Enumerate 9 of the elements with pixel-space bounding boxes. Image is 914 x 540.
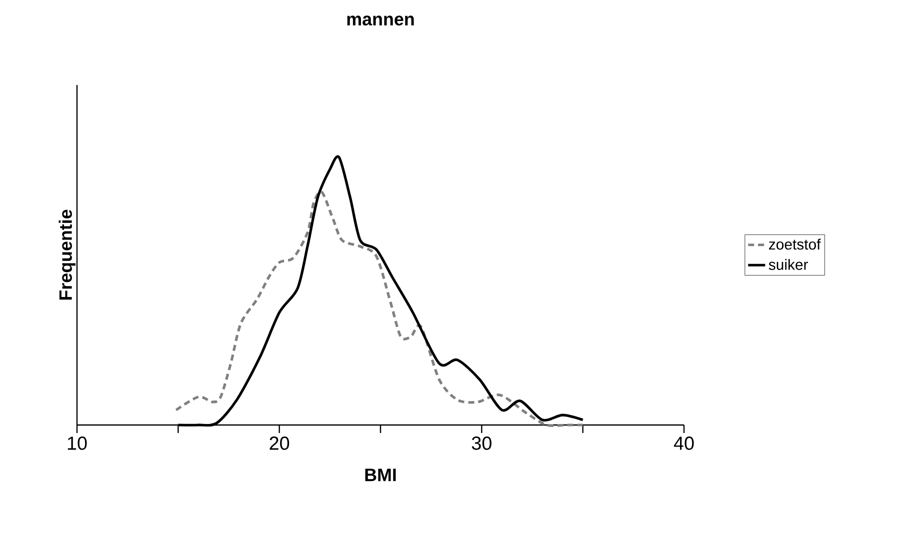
x-tick-label: 30	[472, 436, 492, 450]
x-axis-title: BMI	[365, 468, 396, 482]
x-tick-label: 10	[68, 436, 87, 450]
x-tick-label: 20	[270, 436, 290, 450]
chart-title: mannen	[347, 16, 414, 26]
legend-label: suiker	[768, 258, 808, 270]
y-axis-title: Frequentie	[58, 210, 76, 300]
legend-label: zoetstof	[769, 238, 821, 250]
x-tick-label: 40	[674, 436, 694, 450]
